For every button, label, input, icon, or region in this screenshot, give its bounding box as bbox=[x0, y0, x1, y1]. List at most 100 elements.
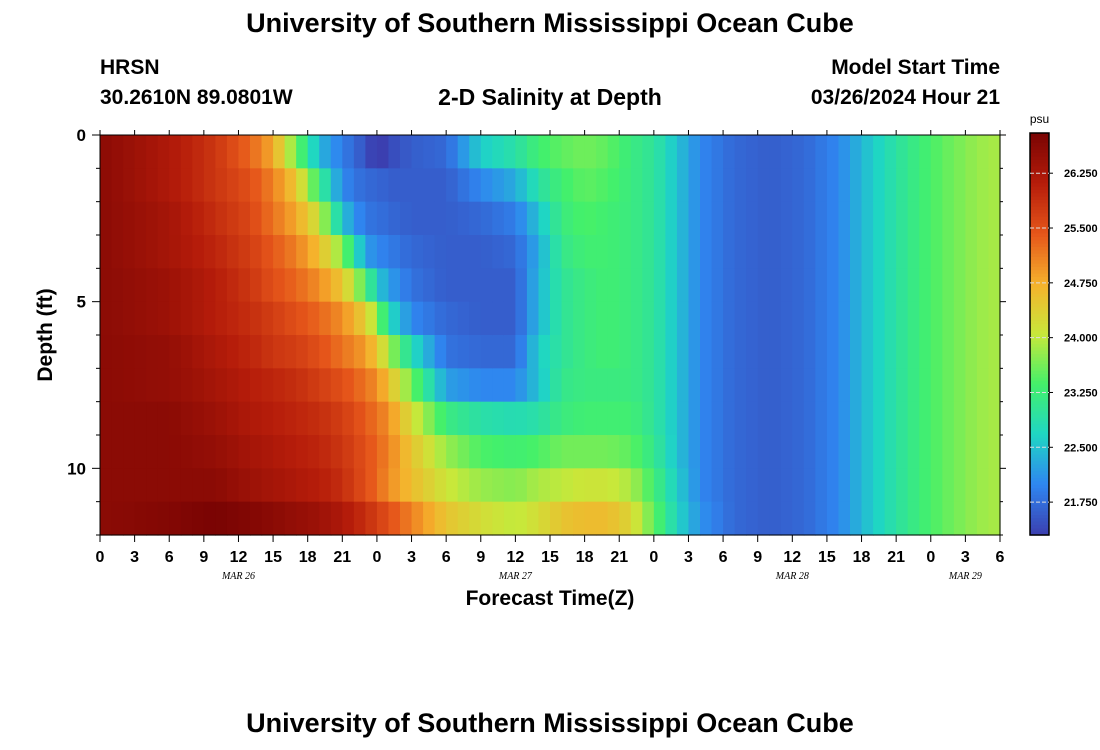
colorbar-segment bbox=[1030, 488, 1049, 493]
heatmap-cell bbox=[861, 301, 874, 336]
colorbar-segment bbox=[1030, 159, 1049, 164]
heatmap-cell bbox=[123, 368, 136, 403]
heatmap-cell bbox=[296, 201, 309, 236]
colorbar-segment bbox=[1030, 246, 1049, 251]
heatmap-cell bbox=[815, 335, 828, 369]
heatmap-cell bbox=[273, 501, 286, 536]
heatmap-cell bbox=[296, 501, 309, 536]
heatmap-cell bbox=[503, 168, 516, 203]
colorbar-segment bbox=[1030, 143, 1049, 147]
heatmap-cell bbox=[503, 435, 516, 469]
chart-subtitle: 2-D Salinity at Depth bbox=[438, 84, 662, 110]
heatmap-cell bbox=[792, 501, 805, 536]
heatmap-cell bbox=[907, 401, 920, 436]
heatmap-cell bbox=[538, 368, 551, 403]
heatmap-cell bbox=[965, 168, 978, 203]
heatmap-cell bbox=[665, 201, 678, 236]
colorbar-segment bbox=[1030, 504, 1049, 509]
heatmap-cell bbox=[723, 501, 736, 536]
colorbar-segment bbox=[1030, 484, 1049, 489]
heatmap-cell bbox=[607, 235, 620, 269]
heatmap-cell bbox=[215, 168, 228, 203]
heatmap-cell bbox=[792, 135, 805, 169]
heatmap-cell bbox=[826, 235, 840, 269]
heatmap-cell bbox=[353, 435, 366, 469]
heatmap-cell bbox=[942, 201, 955, 236]
heatmap-cell bbox=[365, 501, 378, 536]
colorbar-segment bbox=[1030, 417, 1049, 422]
heatmap-cell bbox=[365, 268, 378, 303]
heatmap-cell bbox=[561, 468, 574, 503]
heatmap-cell bbox=[215, 235, 228, 269]
heatmap-cell bbox=[676, 401, 690, 436]
heatmap-cell bbox=[873, 168, 886, 203]
heatmap-cell bbox=[665, 401, 678, 436]
heatmap-cell bbox=[884, 435, 897, 469]
heatmap-cell bbox=[619, 335, 632, 369]
heatmap-cell bbox=[423, 301, 436, 336]
colorbar-segment bbox=[1030, 213, 1049, 218]
heatmap-cell bbox=[342, 201, 355, 236]
colorbar-segment bbox=[1030, 203, 1049, 208]
heatmap-cell bbox=[723, 135, 736, 169]
heatmap-cell bbox=[400, 301, 413, 336]
heatmap-cell bbox=[226, 335, 240, 369]
heatmap-cell bbox=[769, 201, 782, 236]
heatmap-cell bbox=[492, 435, 505, 469]
heatmap-cell bbox=[434, 501, 447, 536]
heatmap-cell bbox=[573, 401, 586, 436]
heatmap-cell bbox=[723, 168, 736, 203]
heatmap-cell bbox=[734, 201, 747, 236]
heatmap-cell bbox=[873, 301, 886, 336]
heatmap-cell bbox=[769, 301, 782, 336]
heatmap-cell bbox=[123, 501, 136, 536]
heatmap-cell bbox=[261, 135, 274, 169]
heatmap-cell bbox=[238, 135, 251, 169]
heatmap-cell bbox=[596, 501, 609, 536]
heatmap-cell bbox=[665, 501, 678, 536]
heatmap-cell bbox=[538, 401, 551, 436]
heatmap-cell bbox=[123, 401, 136, 436]
heatmap-cell bbox=[307, 235, 320, 269]
x-tick-label: 9 bbox=[753, 549, 762, 566]
heatmap-cell bbox=[757, 468, 770, 503]
heatmap-cell bbox=[538, 135, 551, 169]
heatmap-cell bbox=[757, 301, 770, 336]
heatmap-cell bbox=[607, 401, 620, 436]
heatmap-cell bbox=[838, 201, 851, 236]
heatmap-cell bbox=[434, 368, 447, 403]
colorbar-segment bbox=[1030, 166, 1049, 171]
heatmap-cell bbox=[411, 335, 424, 369]
heatmap-cell bbox=[376, 468, 390, 503]
colorbar-segment bbox=[1030, 501, 1049, 506]
heatmap-cell bbox=[446, 201, 459, 236]
model-start-label: Model Start Time bbox=[831, 56, 1000, 79]
heatmap-cell bbox=[630, 368, 643, 403]
heatmap-cell bbox=[226, 468, 240, 503]
heatmap-cell bbox=[434, 401, 447, 436]
heatmap-cell bbox=[492, 301, 505, 336]
heatmap-cell bbox=[250, 468, 263, 503]
heatmap-cell bbox=[780, 201, 793, 236]
heatmap-cell bbox=[550, 468, 563, 503]
heatmap-cell bbox=[538, 168, 551, 203]
heatmap-cell bbox=[307, 501, 320, 536]
x-tick-label: 9 bbox=[476, 549, 485, 566]
colorbar-segment bbox=[1030, 354, 1049, 359]
heatmap-cell bbox=[192, 401, 205, 436]
heatmap-cell bbox=[873, 468, 886, 503]
heatmap-cell bbox=[919, 135, 932, 169]
heatmap-cell bbox=[757, 401, 770, 436]
heatmap-cell bbox=[607, 168, 620, 203]
colorbar-segment bbox=[1030, 220, 1049, 225]
heatmap-cell bbox=[630, 268, 643, 303]
heatmap-cell bbox=[746, 135, 759, 169]
heatmap-cell bbox=[492, 235, 505, 269]
heatmap-cell bbox=[100, 235, 113, 269]
heatmap-cell bbox=[273, 368, 286, 403]
heatmap-cell bbox=[676, 368, 690, 403]
heatmap-cell bbox=[930, 468, 943, 503]
heatmap-cell bbox=[250, 335, 263, 369]
heatmap-cell bbox=[215, 201, 228, 236]
heatmap-cell bbox=[284, 235, 297, 269]
